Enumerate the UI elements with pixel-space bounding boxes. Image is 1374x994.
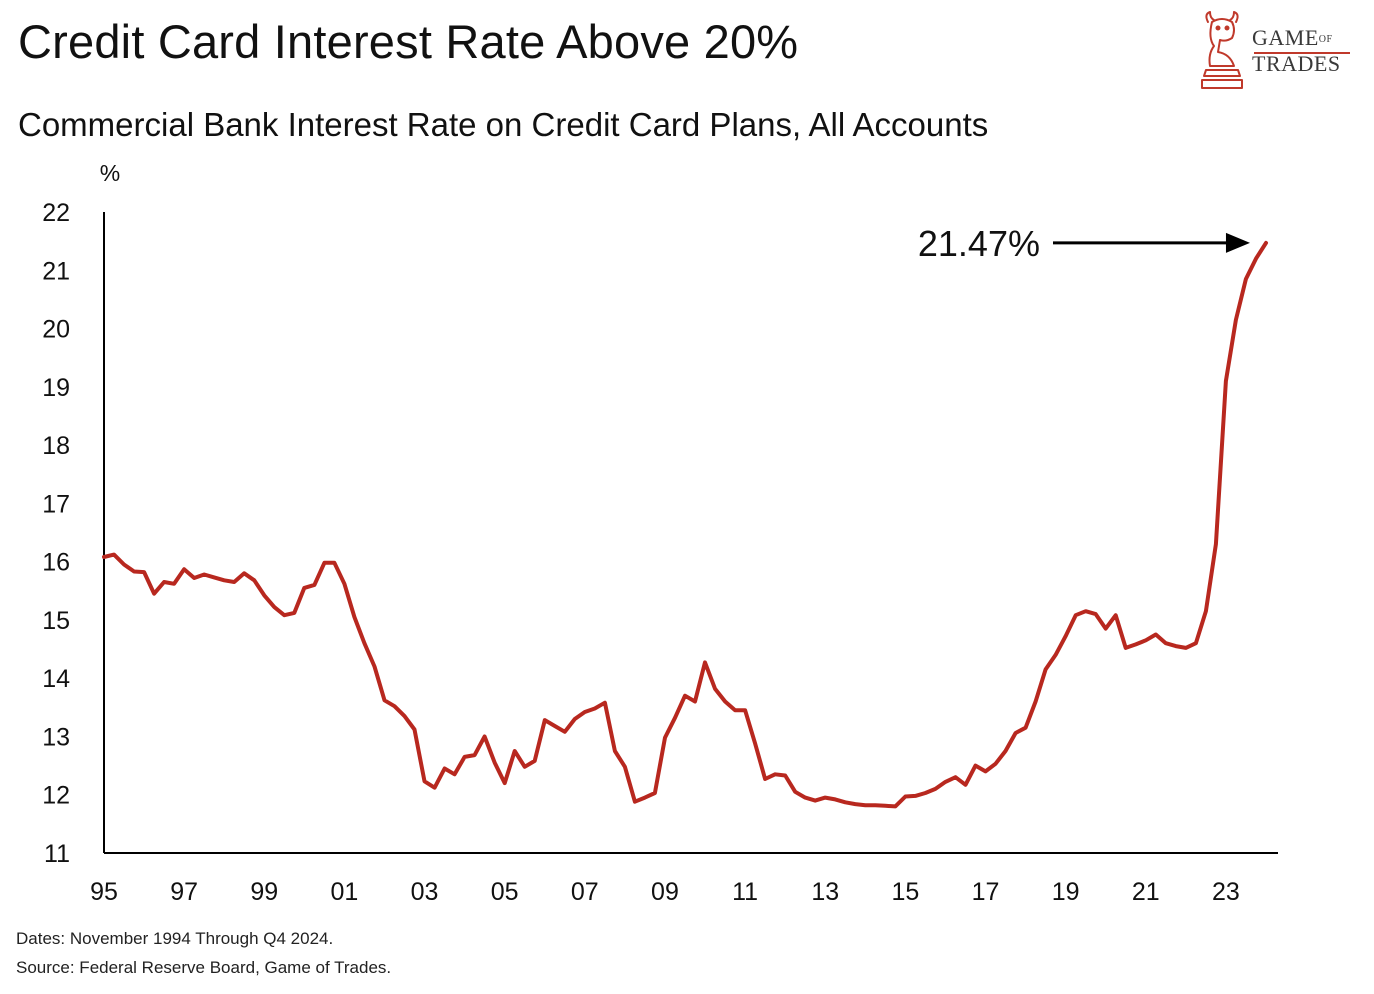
- x-tick-label: 23: [1212, 878, 1240, 906]
- x-tick-label: 19: [1052, 878, 1080, 906]
- x-tick-label: 95: [90, 878, 118, 906]
- footnote-dates: Dates: November 1994 Through Q4 2024.: [16, 929, 334, 948]
- y-tick-label: 18: [42, 432, 70, 460]
- y-tick-label: 17: [42, 490, 70, 518]
- y-tick-label: 20: [42, 316, 70, 344]
- logo-line1-small: OF: [1318, 33, 1333, 45]
- logo-line2: TRADES: [1252, 50, 1341, 76]
- y-tick-label: 14: [42, 665, 70, 693]
- x-tick-label: 11: [732, 878, 758, 906]
- x-tick-label: 05: [491, 878, 519, 906]
- knight-bull-icon: [1201, 11, 1243, 89]
- x-tick-label: 09: [651, 878, 679, 906]
- chart-subtitle: Commercial Bank Interest Rate on Credit …: [18, 106, 989, 143]
- chart-title: Credit Card Interest Rate Above 20%: [18, 15, 799, 68]
- logo-wordmark: GAMEOF TRADES: [1252, 26, 1341, 76]
- y-tick-label: 16: [42, 549, 70, 577]
- x-tick-label: 17: [972, 878, 1000, 906]
- x-tick-label: 21: [1132, 878, 1160, 906]
- footnote-source: Source: Federal Reserve Board, Game of T…: [16, 958, 392, 977]
- x-tick-label: 99: [250, 878, 278, 906]
- chart-axes: [103, 212, 1278, 854]
- y-tick-label: 15: [42, 607, 70, 635]
- y-axis-unit-label: %: [100, 160, 120, 186]
- x-tick-label: 97: [170, 878, 198, 906]
- x-tick-label: 07: [571, 878, 599, 906]
- logo-line1: GAME: [1252, 25, 1319, 50]
- series-line: [102, 240, 1268, 809]
- y-tick-label: 21: [42, 257, 70, 285]
- annotation-label: 21.47%: [918, 223, 1040, 264]
- annotation-arrowhead: [1225, 232, 1250, 253]
- latest-value-annotation: 21.47%: [918, 223, 1250, 264]
- x-tick-labels: 95 97 99 01 03 05 07 09 11 13 15 17 19 21 23: [90, 878, 1240, 906]
- y-tick-label: 19: [42, 374, 70, 402]
- x-tick-label: 03: [411, 878, 439, 906]
- x-tick-label: 15: [891, 878, 919, 906]
- y-tick-label: 13: [42, 723, 70, 751]
- logo-divider: [1254, 52, 1350, 54]
- y-tick-label: 11: [44, 840, 70, 868]
- x-tick-label: 13: [811, 878, 839, 906]
- y-tick-labels: 22 21 20 19 18 17 16 15 14 13 12 11: [42, 199, 70, 868]
- x-tick-label: 01: [331, 878, 359, 906]
- y-tick-label: 12: [42, 782, 70, 810]
- y-tick-label: 22: [42, 199, 70, 227]
- game-of-trades-logo: GAMEOF TRADES: [1196, 8, 1356, 94]
